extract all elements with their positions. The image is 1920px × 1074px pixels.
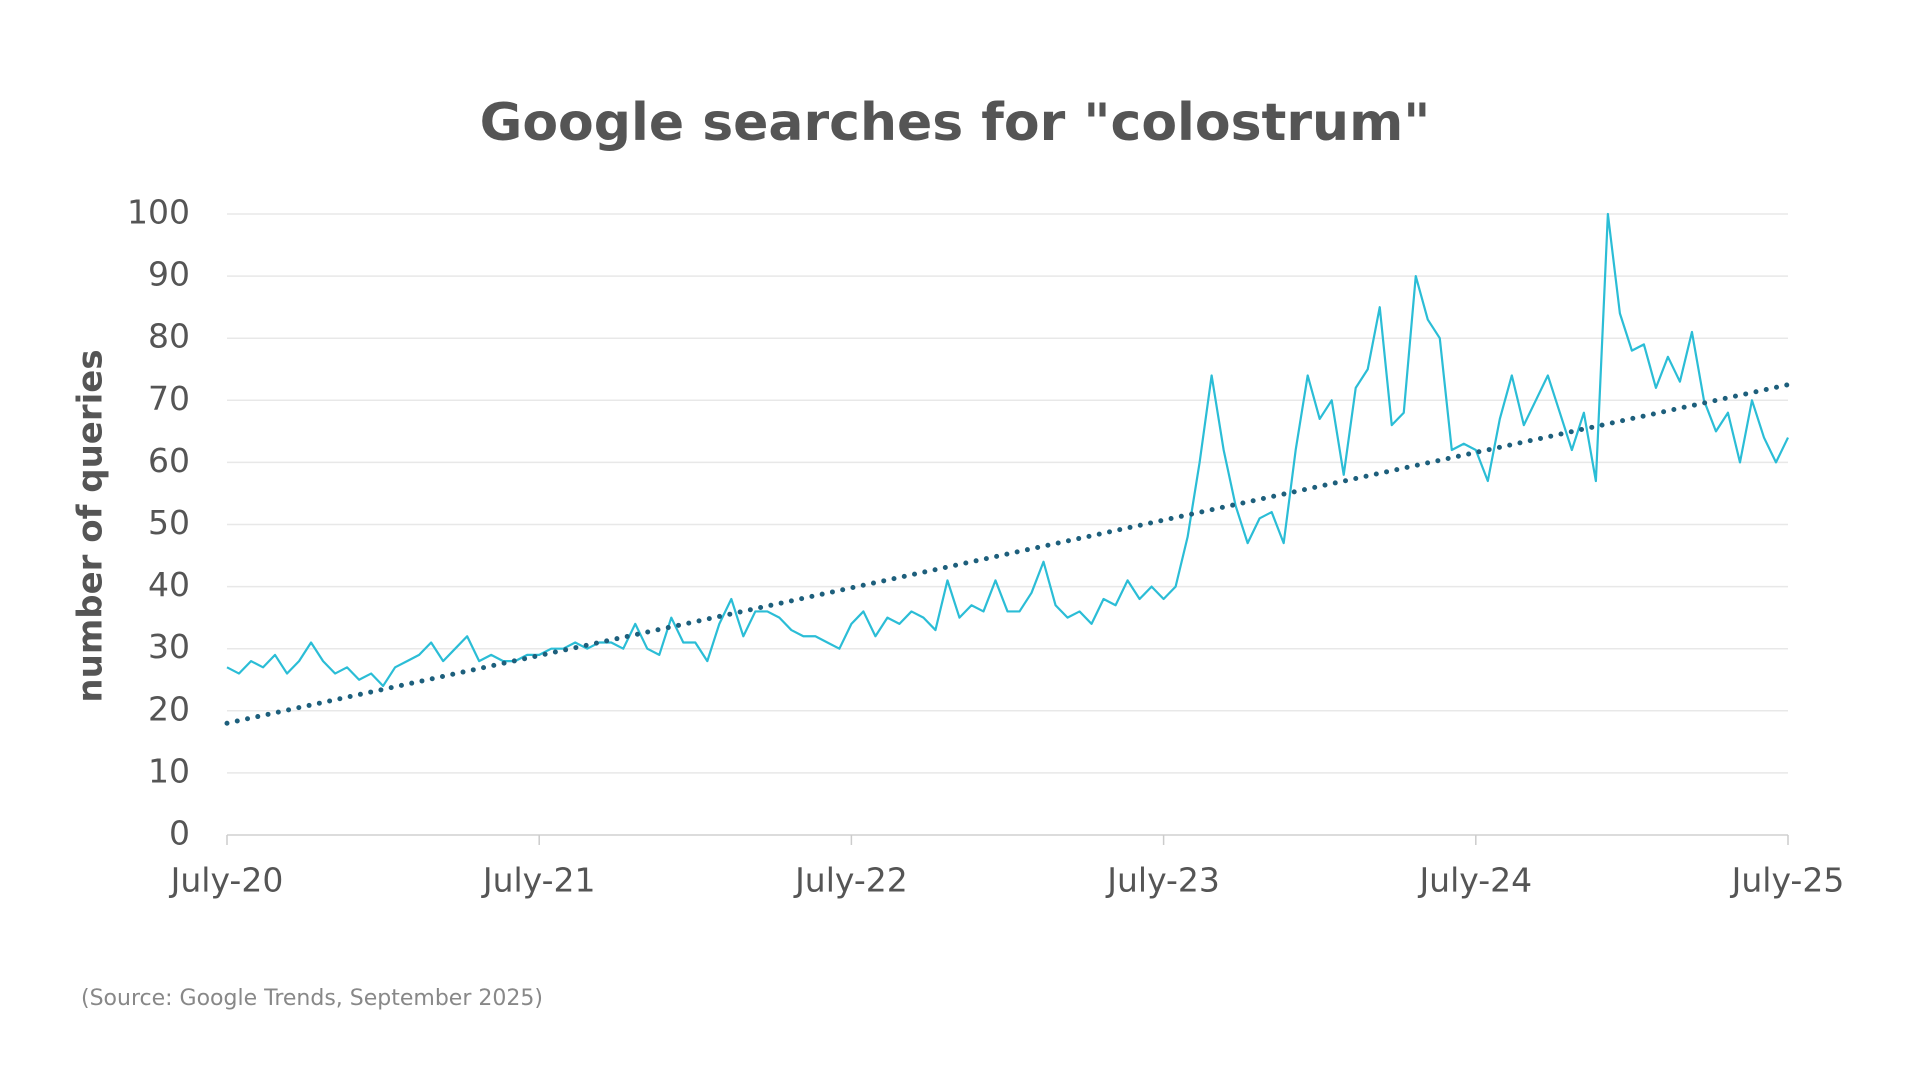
x-tick-label: July-22 <box>793 861 908 900</box>
data-line <box>226 212 1789 688</box>
source-note: (Source: Google Trends, September 2025) <box>81 986 543 1011</box>
x-tick-label: July-25 <box>1730 861 1845 900</box>
x-tick-label: July-23 <box>1105 861 1220 900</box>
trend-line <box>224 382 1791 726</box>
y-tick-label: 50 <box>148 503 190 542</box>
y-tick-label: 10 <box>148 751 190 790</box>
y-tick-label: 30 <box>148 627 190 666</box>
y-axis-label: number of queries <box>71 349 111 702</box>
y-tick-label: 40 <box>148 565 190 604</box>
y-tick-label: 20 <box>148 689 190 728</box>
y-tick-label: 0 <box>169 814 190 853</box>
y-tick-label: 70 <box>148 379 190 418</box>
y-tick-label: 90 <box>148 255 190 294</box>
y-tick-label: 100 <box>127 193 190 232</box>
chart-title: Google searches for "colostrum" <box>480 93 1431 153</box>
x-tick-label: July-24 <box>1417 861 1532 900</box>
x-tick-label: July-20 <box>169 861 284 900</box>
x-tick-label: July-21 <box>481 861 596 900</box>
y-tick-label: 80 <box>148 317 190 356</box>
y-tick-label: 60 <box>148 441 190 480</box>
